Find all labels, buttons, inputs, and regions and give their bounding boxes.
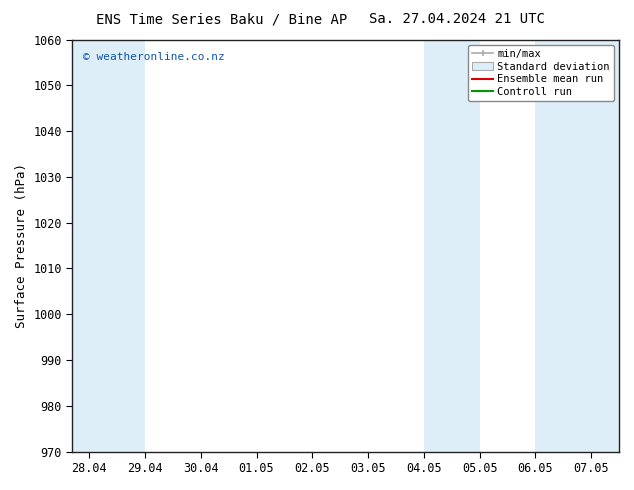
Y-axis label: Surface Pressure (hPa): Surface Pressure (hPa): [15, 163, 28, 328]
Text: ENS Time Series Baku / Bine AP: ENS Time Series Baku / Bine AP: [96, 12, 347, 26]
Text: © weatheronline.co.nz: © weatheronline.co.nz: [84, 52, 225, 62]
Bar: [535, 40, 619, 452]
Bar: [424, 40, 479, 452]
Bar: [72, 40, 145, 452]
Text: Sa. 27.04.2024 21 UTC: Sa. 27.04.2024 21 UTC: [368, 12, 545, 26]
Legend: min/max, Standard deviation, Ensemble mean run, Controll run: min/max, Standard deviation, Ensemble me…: [468, 45, 614, 101]
